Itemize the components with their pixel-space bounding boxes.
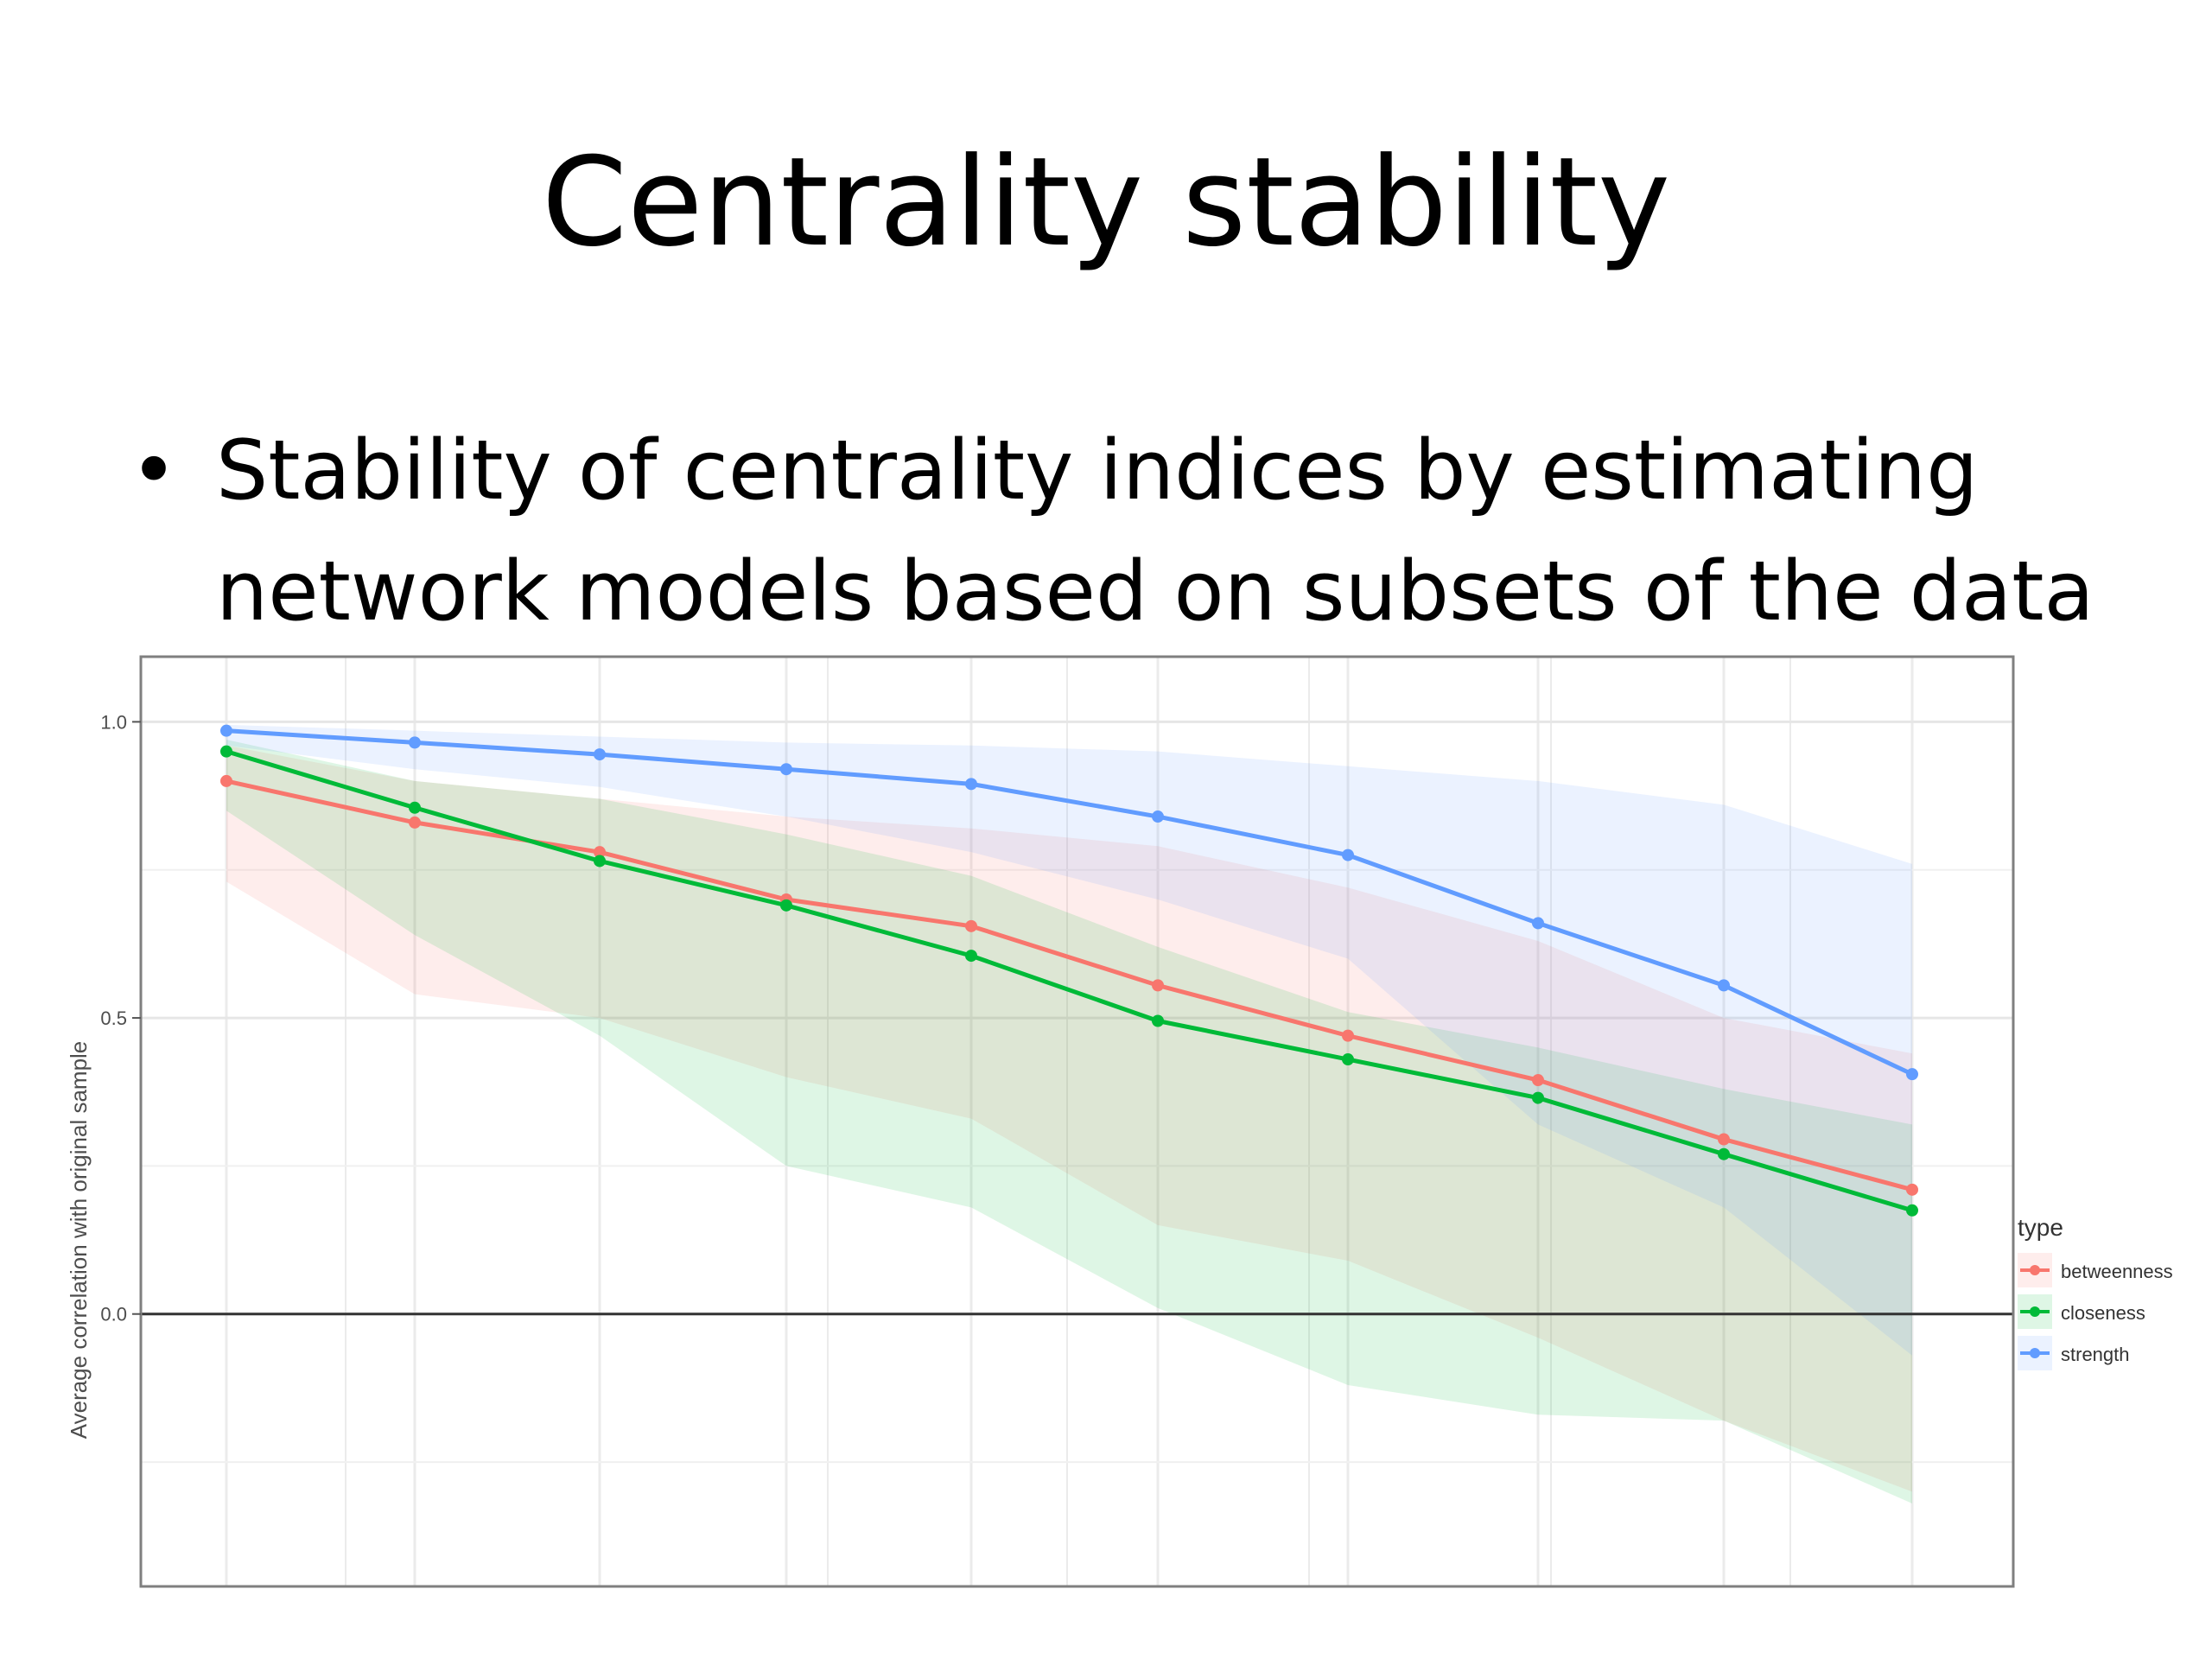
slide-title: Centrality stability xyxy=(541,131,1671,274)
point-closeness-9 xyxy=(1718,1147,1730,1160)
point-closeness-8 xyxy=(1532,1091,1544,1104)
point-strength-8 xyxy=(1532,917,1544,930)
point-betweenness-1 xyxy=(220,774,232,787)
point-strength-9 xyxy=(1718,979,1730,992)
point-betweenness-7 xyxy=(1342,1029,1354,1042)
point-closeness-1 xyxy=(220,745,232,758)
bullet-marker: • xyxy=(130,423,179,518)
point-closeness-10 xyxy=(1906,1204,1918,1217)
legend-label-strength: strength xyxy=(2061,1344,2130,1365)
point-closeness-3 xyxy=(594,855,606,868)
line-betweenness xyxy=(226,779,1913,1192)
point-strength-7 xyxy=(1342,849,1354,861)
y-tick-label-2: 1.0 xyxy=(100,711,127,733)
point-strength-1 xyxy=(220,724,232,737)
line-strength xyxy=(226,728,1914,1077)
point-strength-10 xyxy=(1906,1068,1918,1081)
legend-key-point-betweenness xyxy=(2030,1265,2040,1275)
legend-label-betweenness: betweenness xyxy=(2061,1261,2173,1282)
legend-title: type xyxy=(2018,1214,2063,1241)
ribbon-betweenness xyxy=(226,745,1912,1492)
point-strength-3 xyxy=(594,748,606,761)
point-closeness-2 xyxy=(409,801,421,814)
point-betweenness-3 xyxy=(594,846,606,859)
point-strength-6 xyxy=(1152,810,1164,823)
point-betweenness-6 xyxy=(1152,979,1164,992)
point-closeness-7 xyxy=(1342,1053,1354,1066)
legend-label-closeness: closeness xyxy=(2061,1302,2145,1324)
point-betweenness-5 xyxy=(965,919,977,932)
line-closeness xyxy=(226,749,1913,1213)
legend-key-point-strength xyxy=(2030,1348,2040,1358)
point-closeness-6 xyxy=(1152,1014,1164,1027)
legend-key-point-closeness xyxy=(2030,1306,2040,1317)
y-tick-label-0: 0.0 xyxy=(100,1304,127,1325)
point-betweenness-9 xyxy=(1718,1133,1730,1146)
ribbon-strength xyxy=(226,724,1912,1356)
y-tick-label-1: 0.5 xyxy=(100,1007,127,1029)
point-strength-5 xyxy=(965,778,977,791)
bullet-text: Stability of centrality indices by estim… xyxy=(216,423,2094,639)
point-strength-4 xyxy=(780,763,792,776)
point-betweenness-8 xyxy=(1532,1074,1544,1087)
point-betweenness-10 xyxy=(1906,1183,1918,1196)
ribbon-closeness xyxy=(226,739,1912,1504)
point-strength-2 xyxy=(409,736,421,749)
plot-border xyxy=(139,655,2015,1588)
y-axis-label: Average correlation with original sample xyxy=(66,1041,92,1440)
point-closeness-5 xyxy=(965,950,977,963)
plot-panel xyxy=(141,657,2013,1586)
point-betweenness-2 xyxy=(409,816,421,829)
point-closeness-4 xyxy=(780,899,792,912)
